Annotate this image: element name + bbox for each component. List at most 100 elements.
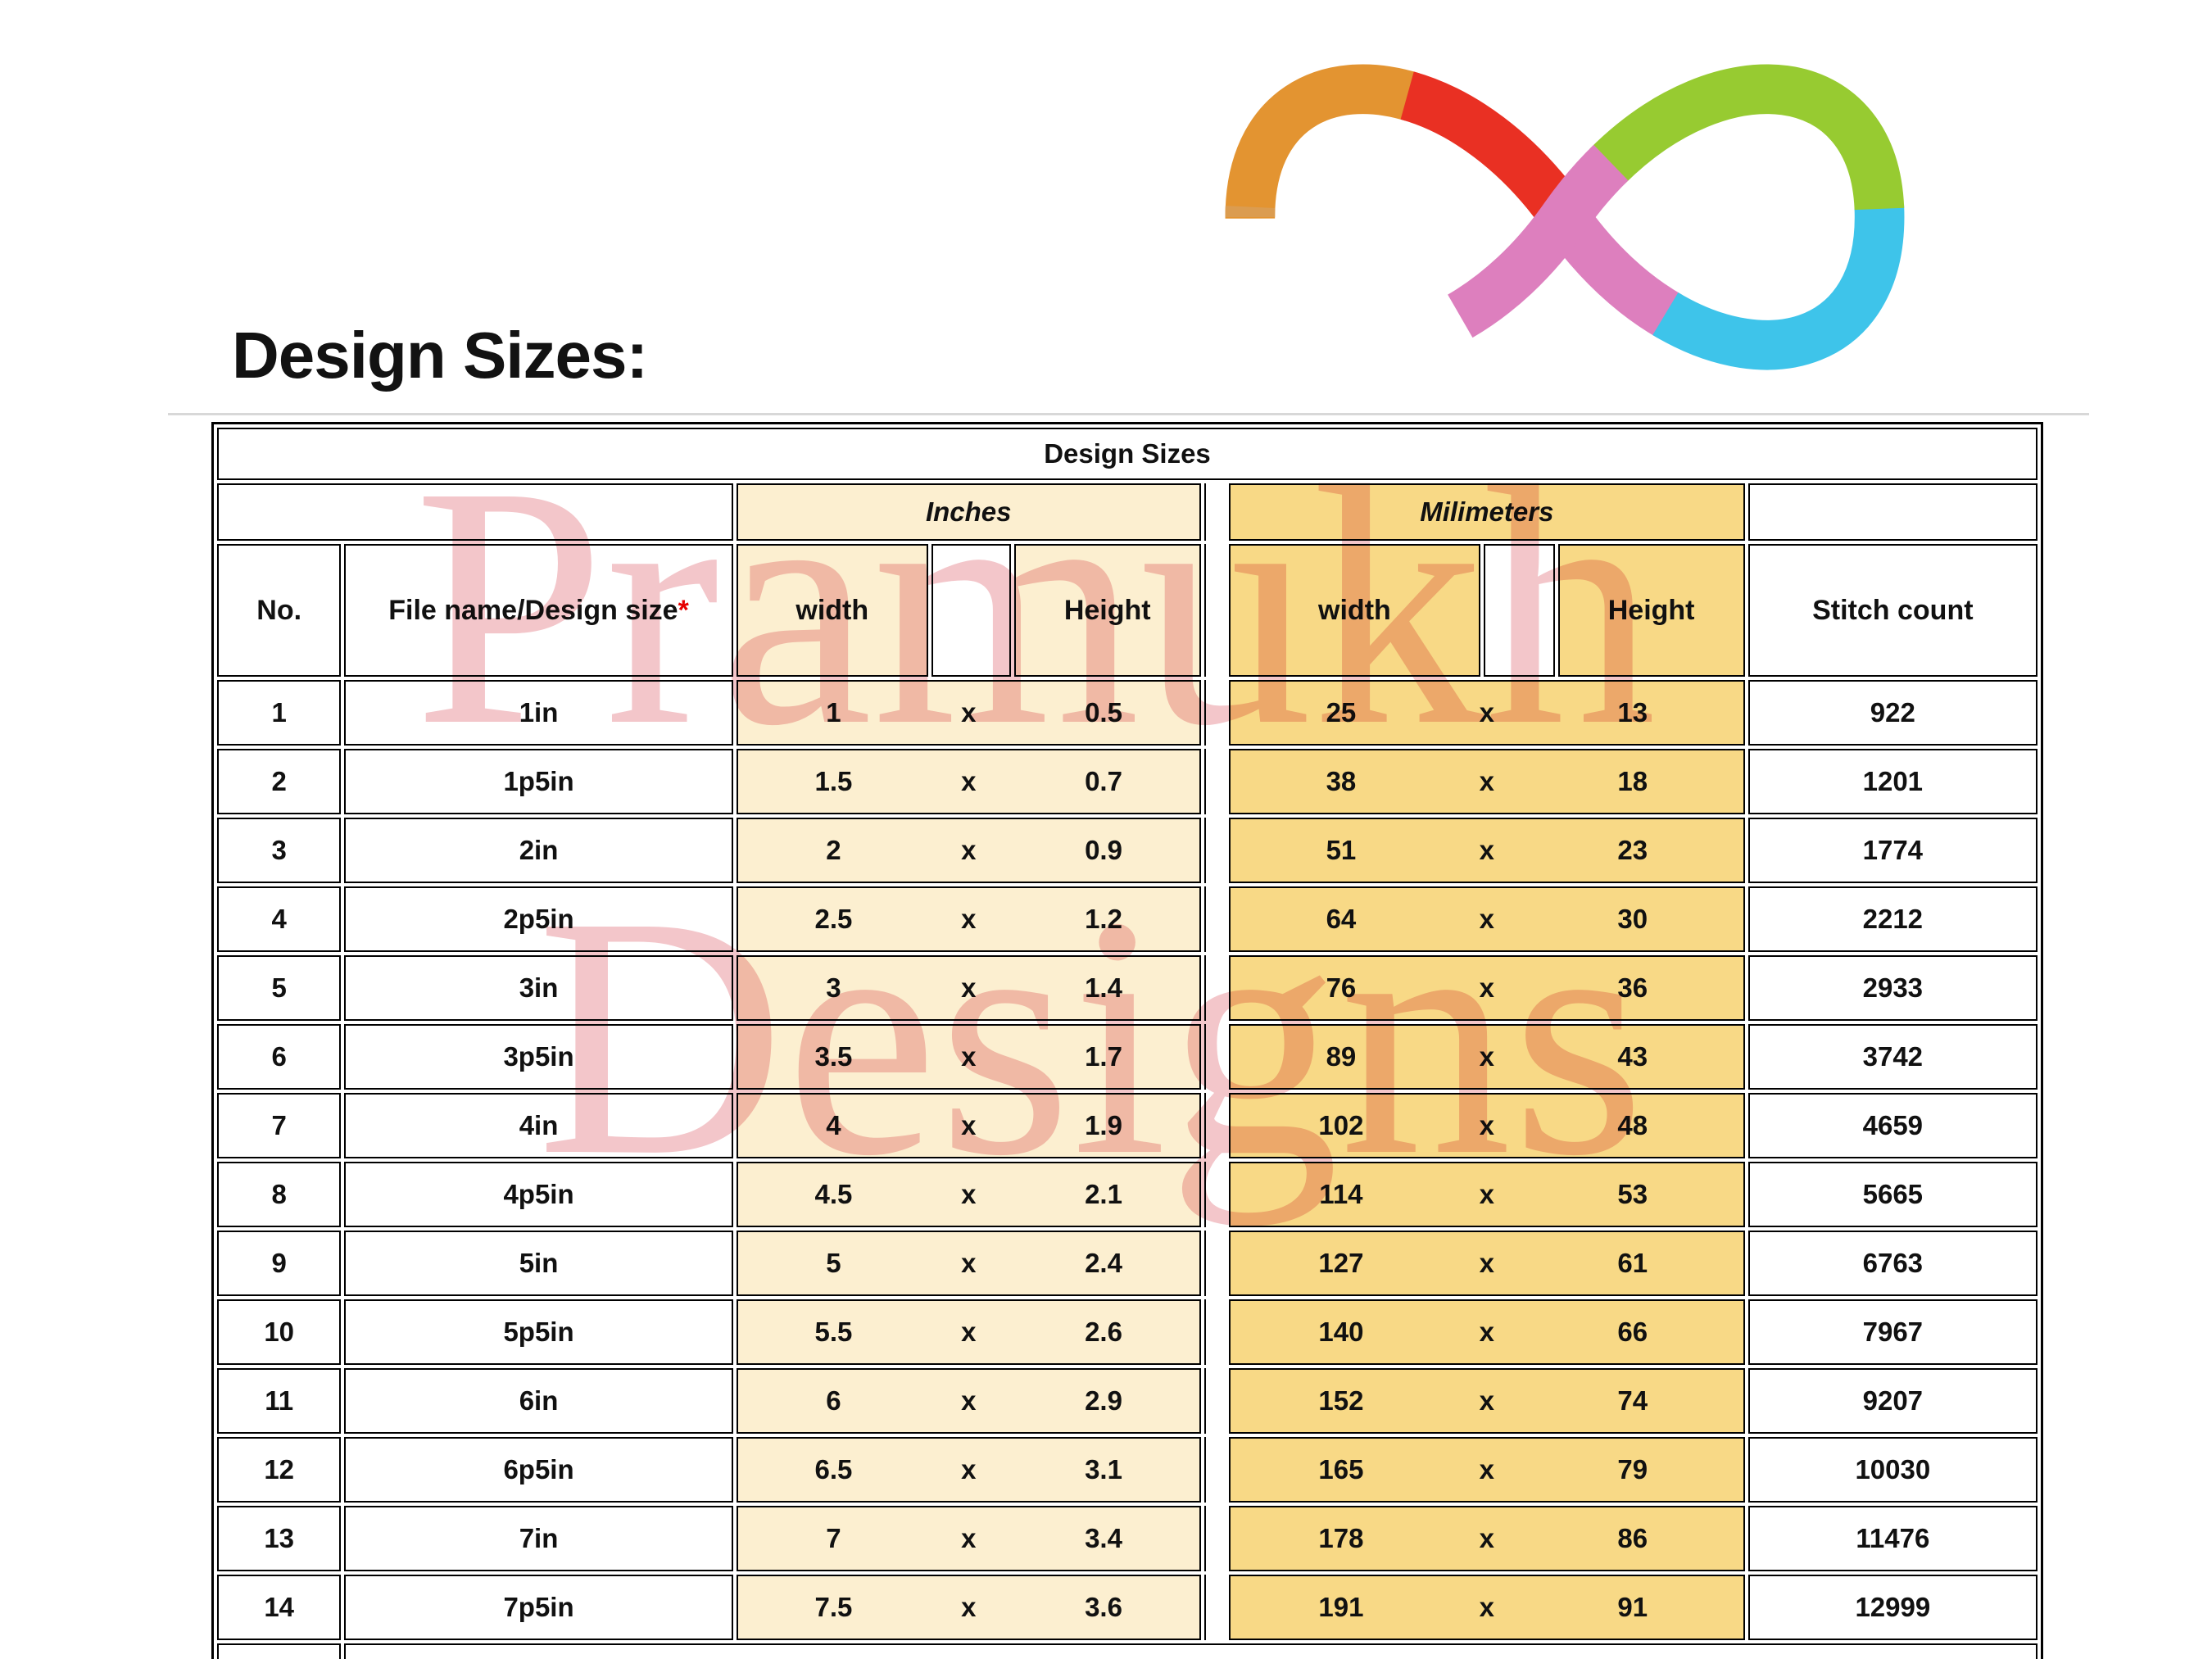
footnote-asterisk-icon: *	[217, 1643, 342, 1659]
row-file-name: 5in	[344, 1231, 733, 1296]
row-no: 2	[217, 749, 342, 814]
mm-width-value: 178	[1318, 1523, 1364, 1553]
inches-height-value: 2.6	[1085, 1317, 1122, 1347]
x-separator: x	[1479, 835, 1495, 865]
table-row: 10 5p5in 5.5 x 2.6 140 x 66 7967	[217, 1299, 2037, 1365]
column-gap	[1203, 1368, 1226, 1434]
row-file-name: 3in	[344, 955, 733, 1021]
x-separator: x	[1479, 766, 1495, 796]
infinity-segment-red	[1225, 64, 1905, 370]
x-separator: x	[961, 1454, 977, 1484]
mm-values: 140 x 66	[1229, 1299, 1745, 1365]
row-file-name: 1p5in	[344, 749, 733, 814]
table-row: 2 1p5in 1.5 x 0.7 38 x 18 1201	[217, 749, 2037, 814]
table-row: 12 6p5in 6.5 x 3.1 165 x 79 10030	[217, 1437, 2037, 1503]
row-no: 14	[217, 1575, 342, 1640]
column-gap	[1203, 680, 1226, 746]
inches-width-value: 2	[826, 835, 841, 865]
mm-values: 38 x 18	[1229, 749, 1745, 814]
mm-width-value: 165	[1318, 1454, 1364, 1484]
inches-width-value: 1.5	[814, 766, 853, 796]
inches-values: 7 x 3.4	[736, 1506, 1201, 1571]
x-separator: x	[961, 1248, 977, 1278]
mm-height-value: 48	[1617, 1110, 1648, 1140]
col-header-file-name-label: File name/Design size	[388, 594, 678, 626]
mm-width-value: 114	[1319, 1179, 1363, 1209]
inches-width-value: 2.5	[814, 904, 853, 934]
x-separator: x	[1479, 1248, 1495, 1278]
x-separator: x	[1479, 1592, 1495, 1622]
row-file-name: 6p5in	[344, 1437, 733, 1503]
x-separator: x	[1479, 1523, 1495, 1553]
inches-height-value: 2.9	[1085, 1385, 1122, 1416]
divider	[168, 413, 2089, 415]
mm-width-value: 76	[1326, 972, 1357, 1003]
inches-height-value: 0.9	[1085, 835, 1122, 865]
inches-values: 6.5 x 3.1	[736, 1437, 1201, 1503]
inches-values: 2.5 x 1.2	[736, 886, 1201, 952]
column-gap	[1203, 1093, 1226, 1158]
inches-height-value: 2.1	[1085, 1179, 1122, 1209]
row-stitch-count: 6763	[1747, 1231, 2037, 1296]
col-header-no: No.	[217, 544, 342, 677]
group-header-blank-left	[217, 483, 733, 541]
mm-values: 114 x 53	[1229, 1162, 1745, 1227]
mm-height-value: 36	[1617, 972, 1648, 1003]
inches-values: 6 x 2.9	[736, 1368, 1201, 1434]
inches-height-value: 1.2	[1085, 904, 1122, 934]
mm-values: 25 x 13	[1229, 680, 1745, 746]
inches-height-value: 0.7	[1085, 766, 1122, 796]
column-gap	[1203, 1024, 1226, 1090]
row-no: 11	[217, 1368, 342, 1434]
x-separator: x	[961, 835, 977, 865]
footnote: Example:4p5in- four point five inches	[344, 1643, 2037, 1659]
inches-values: 5.5 x 2.6	[736, 1299, 1201, 1365]
col-header-mm-height: Height	[1557, 544, 1745, 677]
inches-width-value: 3.5	[814, 1041, 853, 1072]
mm-width-value: 25	[1326, 697, 1357, 728]
mm-values: 191 x 91	[1229, 1575, 1745, 1640]
mm-values: 165 x 79	[1229, 1437, 1745, 1503]
inches-height-value: 1.4	[1085, 972, 1122, 1003]
inches-values: 1.5 x 0.7	[736, 749, 1201, 814]
row-stitch-count: 4659	[1747, 1093, 2037, 1158]
x-separator: x	[961, 766, 977, 796]
x-separator: x	[961, 904, 977, 934]
x-separator: x	[961, 1179, 977, 1209]
row-file-name: 2p5in	[344, 886, 733, 952]
mm-width-value: 191	[1318, 1592, 1364, 1622]
design-sizes-table: Design Sizes Inches Milimeters No. File …	[211, 422, 2043, 1659]
x-separator: x	[961, 1523, 977, 1553]
inches-width-value: 6.5	[814, 1454, 853, 1484]
mm-width-value: 51	[1326, 835, 1357, 865]
x-separator: x	[961, 1041, 977, 1072]
table-row: 5 3in 3 x 1.4 76 x 36 2933	[217, 955, 2037, 1021]
column-gap	[1203, 1506, 1226, 1571]
x-separator: x	[1479, 1454, 1495, 1484]
x-separator: x	[1479, 1317, 1495, 1347]
row-file-name: 1in	[344, 680, 733, 746]
column-gap	[1203, 1299, 1226, 1365]
row-stitch-count: 1201	[1747, 749, 2037, 814]
row-no: 9	[217, 1231, 342, 1296]
col-header-inches-width: width	[736, 544, 928, 677]
mm-height-value: 91	[1617, 1592, 1648, 1622]
mm-width-value: 140	[1318, 1317, 1364, 1347]
inches-height-value: 3.1	[1085, 1454, 1122, 1484]
row-stitch-count: 5665	[1747, 1162, 2037, 1227]
table-row: 13 7in 7 x 3.4 178 x 86 11476	[217, 1506, 2037, 1571]
page-title: Design Sizes:	[232, 319, 648, 392]
x-separator: x	[961, 1110, 977, 1140]
col-header-stitch-count: Stitch count	[1747, 544, 2037, 677]
inches-width-value: 4	[826, 1110, 841, 1140]
table-row: 14 7p5in 7.5 x 3.6 191 x 91 12999	[217, 1575, 2037, 1640]
row-stitch-count: 9207	[1747, 1368, 2037, 1434]
inches-width-value: 5	[826, 1248, 841, 1278]
column-gap	[1203, 1162, 1226, 1227]
inches-height-value: 1.7	[1085, 1041, 1122, 1072]
inches-values: 5 x 2.4	[736, 1231, 1201, 1296]
inches-width-value: 3	[826, 972, 841, 1003]
row-no: 5	[217, 955, 342, 1021]
table-row: 6 3p5in 3.5 x 1.7 89 x 43 3742	[217, 1024, 2037, 1090]
